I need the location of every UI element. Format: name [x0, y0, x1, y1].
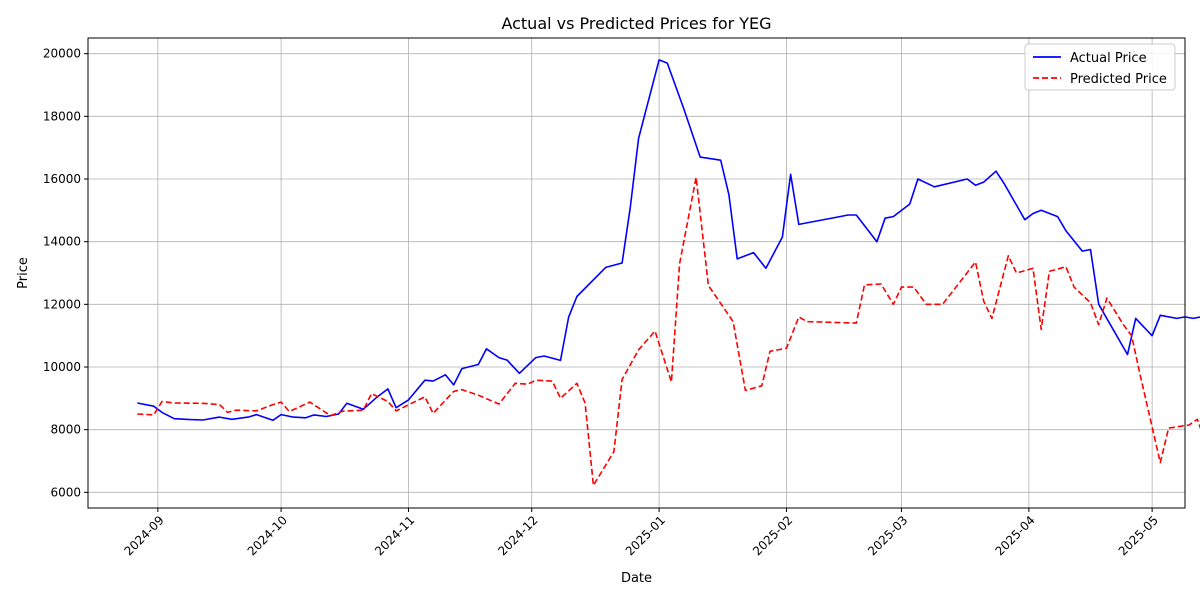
legend-box: [1024, 43, 1176, 91]
y-tick-label: 10000: [43, 360, 81, 374]
y-tick-label: 20000: [43, 47, 81, 61]
legend-label: Actual Price: [1070, 51, 1147, 66]
y-tick-label: 18000: [43, 109, 81, 123]
plot-frame: [87, 37, 1186, 509]
series-line-actual-price: [137, 59, 1200, 422]
chart-title: Actual vs Predicted Prices for YEG: [501, 14, 771, 33]
y-tick-label: 8000: [50, 423, 81, 437]
y-tick-label: 12000: [43, 297, 81, 311]
legend: Actual Price Predicted Price: [1024, 43, 1176, 91]
x-axis-title: Date: [621, 571, 652, 586]
grid-lines: [88, 38, 1185, 508]
y-tick-label: 6000: [50, 485, 81, 499]
y-tick-label: 14000: [43, 235, 81, 249]
legend-label: Predicted Price: [1070, 72, 1167, 87]
y-tick-label: 16000: [43, 172, 81, 186]
series-lines: [137, 59, 1200, 487]
y-axis-title: Price: [16, 257, 31, 289]
